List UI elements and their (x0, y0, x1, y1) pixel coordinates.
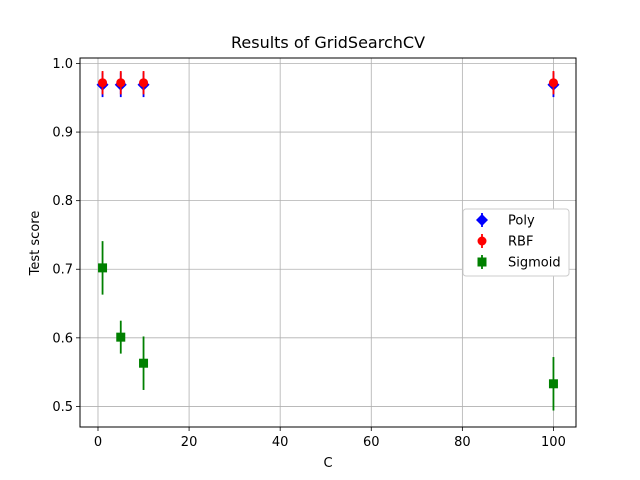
data-layer (96, 71, 560, 411)
legend-rbf-label: RBF (508, 235, 533, 250)
legend-rbf-marker (477, 236, 487, 246)
x-axis-title: C (323, 456, 332, 471)
grid (80, 58, 576, 427)
chart-title: Results of GridSearchCV (231, 33, 425, 52)
y-tick-label: 0.5 (52, 400, 73, 415)
x-tick-label: 60 (363, 435, 380, 450)
rbf-point (98, 78, 108, 88)
y-tick-label: 0.8 (52, 194, 73, 209)
legend-sigmoid-marker (477, 257, 487, 267)
y-axis-title: Test score (28, 211, 43, 277)
plot-frame (79, 57, 577, 428)
legend-poly-label: Poly (508, 214, 535, 229)
legend-item-poly: Poly (476, 213, 535, 229)
y-tick-label: 0.7 (52, 263, 73, 278)
legend-item-rbf: RBF (477, 234, 533, 250)
sigmoid-point (98, 263, 108, 273)
legend-box (462, 208, 570, 277)
y-tick-label: 0.9 (52, 126, 73, 141)
y-tick-label: 0.6 (52, 331, 73, 346)
legend-item-sigmoid: Sigmoid (477, 255, 561, 271)
y-tick-label: 1.0 (52, 57, 73, 72)
rbf-point (139, 78, 149, 88)
rbf-point (116, 78, 126, 88)
x-tick-label: 80 (454, 435, 471, 450)
x-tick-label: 20 (181, 435, 198, 450)
rbf-series (98, 71, 558, 95)
x-tick-label: 0 (94, 435, 102, 450)
x-tick-label: 40 (272, 435, 289, 450)
sigmoid-point (548, 379, 558, 389)
legend-sigmoid-label: Sigmoid (508, 256, 561, 271)
legend: Poly RBF Sigmoid (462, 208, 570, 277)
legend-poly-marker (476, 214, 488, 226)
rbf-point (548, 78, 558, 88)
sigmoid-point (139, 358, 149, 368)
sigmoid-series (98, 241, 558, 411)
sigmoid-point (116, 332, 126, 342)
ticks: 0 20 40 60 80 100 0.5 0.6 0.7 0.8 0.9 1.0 (52, 57, 566, 450)
x-tick-label: 100 (541, 435, 566, 450)
